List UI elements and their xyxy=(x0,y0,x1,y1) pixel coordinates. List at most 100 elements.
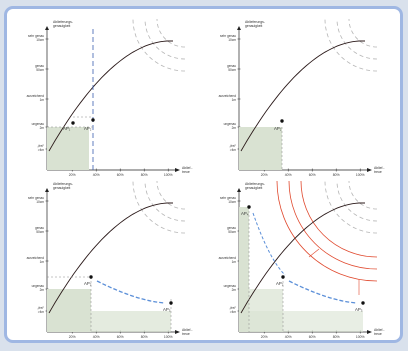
x-axis-title: Ablief.- xyxy=(374,328,385,332)
tradeoff-curve xyxy=(240,202,366,314)
point-ap1-label: AP₁ xyxy=(63,126,71,131)
x-tick-label: 80% xyxy=(141,173,148,177)
point-ap3-label: AP₃ xyxy=(163,307,171,312)
y-level-sub: 50cm xyxy=(228,68,236,72)
y-axis-title: Ablieferungs- xyxy=(245,20,265,24)
red-arc-3 xyxy=(276,180,378,282)
red-arc-1 xyxy=(300,180,378,258)
y-level-sub: 1m xyxy=(232,98,237,102)
y-level-name: ausreichend xyxy=(219,94,237,98)
grey-arc-3 xyxy=(324,180,378,234)
x-axis-arrow xyxy=(367,330,372,334)
y-level-sub: 10cm xyxy=(228,38,236,42)
blue-arrow xyxy=(288,280,358,304)
point-ap2-label: AP₂ xyxy=(84,281,92,286)
point-ap4-label: AP₄ xyxy=(241,211,249,216)
feasible-region xyxy=(239,127,282,170)
point-ap3 xyxy=(361,301,365,305)
y-level-sub: 2m xyxy=(232,288,237,292)
y-level-sub: >4m xyxy=(38,310,45,314)
red-arrow xyxy=(308,248,320,258)
y-level-name: ausreichend xyxy=(27,256,45,260)
grey-arc-1 xyxy=(348,180,378,210)
x-axis-title-2: treue xyxy=(374,332,382,336)
x-axis-title: Ablief.- xyxy=(182,328,193,332)
y-level-name: „frei“ xyxy=(229,144,236,148)
y-level-name: sehr genau xyxy=(220,196,236,200)
y-level-sub: 1m xyxy=(40,98,45,102)
grey-arc-3 xyxy=(132,18,186,72)
y-level-name: „frei“ xyxy=(229,306,236,310)
y-level-sub: >4m xyxy=(230,148,237,152)
x-tick-label: 100% xyxy=(164,335,173,339)
x-tick-label: 20% xyxy=(69,335,76,339)
feasible-region-2 xyxy=(47,311,171,332)
y-level-sub: >4m xyxy=(230,310,237,314)
y-axis-title: Ablieferungs- xyxy=(53,182,73,186)
x-axis-title-2: treue xyxy=(374,170,382,174)
y-level-name: genau xyxy=(227,64,236,68)
point-ap2 xyxy=(89,275,93,279)
x-axis-title-2: treue xyxy=(182,332,190,336)
point-ap1 xyxy=(71,121,75,125)
y-axis-title-2: genauigkeit xyxy=(245,24,262,28)
y-level-name: ungenau xyxy=(32,122,45,126)
x-tick-label: 20% xyxy=(69,173,76,177)
y-level-sub: 10cm xyxy=(36,38,44,42)
point-ap2 xyxy=(280,119,284,123)
y-level-name: „frei“ xyxy=(37,144,44,148)
grey-arc-2 xyxy=(336,18,378,60)
y-level-name: „frei“ xyxy=(37,306,44,310)
x-tick-label: 60% xyxy=(309,335,316,339)
y-level-sub: 10cm xyxy=(36,200,44,204)
y-level-sub: 1m xyxy=(232,260,237,264)
blue-arrow-2 xyxy=(252,212,286,276)
point-ap2-label: AP₂ xyxy=(84,126,92,131)
y-level-name: genau xyxy=(227,226,236,230)
x-tick-label: 100% xyxy=(356,335,365,339)
point-ap2-label: AP₂ xyxy=(274,126,282,131)
x-tick-label: 40% xyxy=(93,335,100,339)
y-level-name: sehr genau xyxy=(220,34,236,38)
y-axis-title-2: genauigkeit xyxy=(53,186,70,190)
x-tick-label: 60% xyxy=(117,335,124,339)
x-axis-arrow xyxy=(175,330,180,334)
y-level-sub: 50cm xyxy=(36,68,44,72)
grey-arc-1 xyxy=(156,180,186,210)
feasible-region xyxy=(239,207,249,332)
y-level-sub: 2m xyxy=(40,126,45,130)
point-ap3 xyxy=(169,301,173,305)
y-level-name: genau xyxy=(35,226,44,230)
y-level-sub: 10cm xyxy=(228,200,236,204)
grey-arc-2 xyxy=(144,18,186,60)
x-tick-label: 80% xyxy=(141,335,148,339)
y-level-name: sehr genau xyxy=(28,196,44,200)
point-ap3-label: AP₃ xyxy=(355,307,363,312)
panel-4: Ablieferungs-genauigkeit Ablief.-treue seh… xyxy=(219,180,385,339)
x-tick-label: 60% xyxy=(309,173,316,177)
y-axis-title: Ablieferungs- xyxy=(53,20,73,24)
tradeoff-curve xyxy=(240,40,366,152)
figure-card: Ablieferungs-genauigkeit Ablief.- treue seh… xyxy=(4,6,403,343)
red-arc-2 xyxy=(288,180,378,270)
y-level-name: ungenau xyxy=(224,122,237,126)
y-level-sub: 50cm xyxy=(228,230,236,234)
feasible-region-3 xyxy=(239,311,363,332)
y-level-sub: 2m xyxy=(232,126,237,130)
figure-canvas: Ablieferungs-genauigkeitAblief.-treueseh… xyxy=(27,18,385,339)
y-level-name: ausreichend xyxy=(27,94,45,98)
y-level-sub: >4m xyxy=(38,148,45,152)
x-tick-label: 100% xyxy=(164,173,173,177)
y-axis-arrow xyxy=(237,26,241,30)
panel-1: Ablieferungs-genauigkeit Ablief.-treue seh… xyxy=(27,18,193,177)
y-level-name: genau xyxy=(35,64,44,68)
blue-arrow xyxy=(96,280,166,304)
x-tick-label: 40% xyxy=(285,335,292,339)
panel-2: Ablieferungs-genauigkeit Ablief.-treue seh… xyxy=(219,18,385,177)
x-axis-arrow xyxy=(175,168,180,172)
x-tick-label: 40% xyxy=(93,173,100,177)
grey-arc-3 xyxy=(132,180,186,234)
x-tick-label: 80% xyxy=(333,173,340,177)
y-level-name: ungenau xyxy=(224,284,237,288)
x-tick-label: 100% xyxy=(356,173,365,177)
